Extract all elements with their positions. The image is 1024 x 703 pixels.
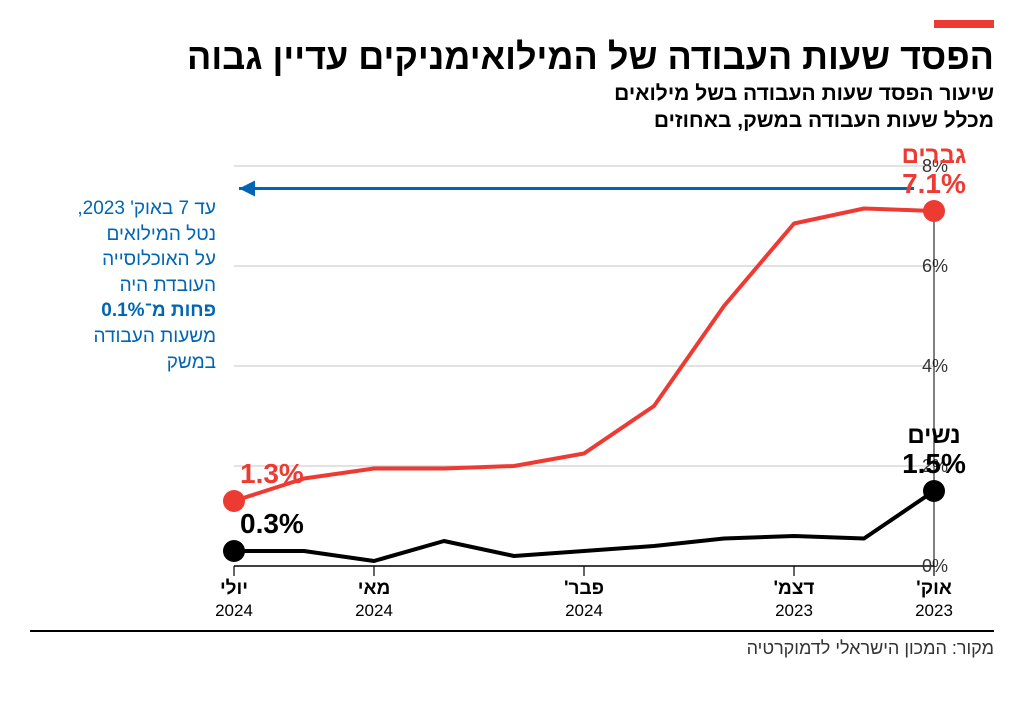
svg-text:0%: 0% [922,556,948,576]
svg-text:0.3%: 0.3% [240,508,304,539]
svg-text:גברים: גברים [902,144,967,169]
subtitle-line-1: שיעור הפסד שעות העבודה בשל מילואים [614,82,994,105]
chart-title: הפסד שעות העבודה של המילואימניקים עדיין … [30,36,994,77]
svg-text:אוק': אוק' [916,578,952,599]
title-accent-bar [934,20,994,28]
annotation-line: נטל המילואים [46,222,216,248]
source-divider [30,630,994,632]
svg-text:2024: 2024 [215,601,253,620]
annotation-line: פחות מ־0.1% [46,298,216,324]
svg-text:1.3%: 1.3% [240,458,304,489]
annotation-line: במשק [46,350,216,376]
annotation-callout: עד 7 באוק' 2023,נטל המילואיםעל האוכלוסיי… [46,196,216,375]
svg-text:2023: 2023 [775,601,813,620]
svg-text:יולי: יולי [220,578,248,599]
svg-text:2023: 2023 [915,601,953,620]
svg-text:2024: 2024 [565,601,603,620]
chart-subtitle: שיעור הפסד שעות העבודה בשל מילואים מכלל … [30,81,994,134]
annotation-line: העובדת היה [46,273,216,299]
svg-text:2024: 2024 [355,601,393,620]
annotation-line: משעות העבודה [46,324,216,350]
svg-text:1.5%: 1.5% [902,448,966,479]
svg-text:דצמ': דצמ' [774,578,815,599]
svg-text:4%: 4% [922,356,948,376]
svg-text:7.1%: 7.1% [902,168,966,199]
svg-text:נשים: נשים [907,422,960,449]
subtitle-line-2: מכלל שעות העבודה במשק, באחוזים [654,109,994,132]
chart-area: 0%2%4%6%8%אוק'2023דצמ'2023פבר'2024מאי202… [34,144,994,624]
svg-text:פבר': פבר' [564,578,604,599]
annotation-line: על האוכלוסייה [46,247,216,273]
svg-text:6%: 6% [922,256,948,276]
annotation-line: עד 7 באוק' 2023, [46,196,216,222]
svg-text:מאי: מאי [358,578,391,599]
source-text: מקור: המכון הישראלי לדמוקרטיה [30,638,994,659]
